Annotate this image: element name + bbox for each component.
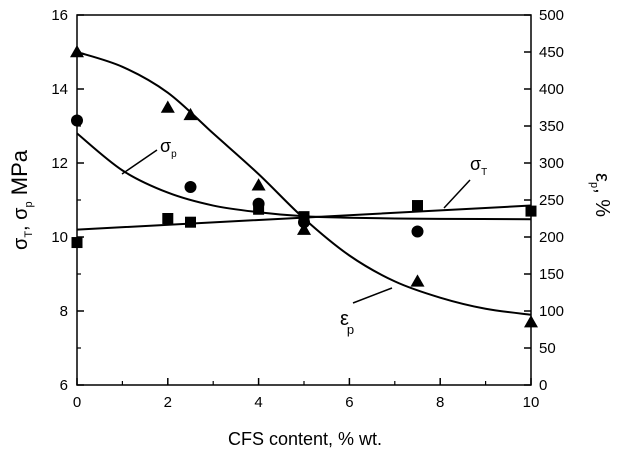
label-sigma-t-main: σ: [470, 154, 481, 174]
label-sigma-t-leader: [443, 179, 471, 209]
marker-sigma_T: [162, 213, 174, 224]
fit-curves: [76, 51, 532, 316]
marker-epsilon_p: [524, 315, 538, 328]
y-right-tick-label: 300: [539, 155, 564, 172]
label-sigma-t-sub: T: [481, 167, 487, 178]
label-epsilon-p: εp: [340, 308, 354, 337]
y-left-tick-label: 16: [51, 7, 68, 24]
marker-epsilon_p: [183, 107, 198, 121]
y-axis-right: 0 50 100 150 200 250 300 350 400 450 500: [524, 7, 564, 394]
marker-sigma_T: [525, 205, 537, 217]
label-epsilon-p-main: ε: [340, 308, 349, 330]
marker-epsilon_p: [251, 178, 266, 191]
y-left-sub-p: p: [23, 201, 35, 207]
marker-sigma_p: [411, 225, 424, 238]
label-epsilon-p-sub: p: [347, 322, 354, 337]
y-right-tick-label: 500: [539, 7, 564, 24]
y-right-tick-label: 450: [539, 44, 564, 61]
label-sigma-t-group: σT: [443, 154, 487, 209]
x-tick-label: 0: [73, 394, 81, 411]
marker-sigma_T: [185, 216, 196, 228]
x-axis-title: CFS content, % wt.: [228, 429, 382, 449]
y-right-tick-label: 50: [539, 340, 556, 357]
y-left-tick-label: 6: [60, 377, 68, 394]
y-left-unit: MPa: [7, 149, 32, 201]
y-axis-left-title: σT, σp MPa: [7, 149, 35, 250]
plot-area-border: [76, 14, 532, 386]
marker-epsilon_p: [410, 274, 425, 287]
y-right-tick-label: 250: [539, 192, 564, 209]
x-tick-label: 10: [523, 394, 540, 411]
marker-sigma_T: [412, 200, 423, 212]
marker-sigma_T: [71, 237, 83, 249]
marker-epsilon_p: [160, 100, 175, 113]
y-left-tick-label: 12: [51, 155, 68, 172]
y-right-tick-label: 200: [539, 229, 564, 246]
x-tick-label: 2: [164, 394, 172, 411]
label-epsilon-p-leader: [352, 287, 393, 304]
y-left-tick-label: 10: [51, 229, 68, 246]
marker-epsilon_p: [297, 222, 311, 235]
y-axis-left: 6 8 10 12 14 16: [51, 7, 84, 394]
label-epsilon-p-group: εp: [340, 287, 393, 337]
x-tick-label: 4: [254, 394, 262, 411]
label-sigma-t: σT: [470, 154, 487, 178]
x-tick-label: 6: [345, 394, 353, 411]
marker-sigma_p: [71, 114, 83, 127]
data-markers: [70, 45, 538, 328]
marker-epsilon_p: [70, 45, 84, 58]
y-right-tick-label: 100: [539, 303, 564, 320]
plot-frame: [76, 14, 532, 386]
label-sigma-p-sub: p: [171, 149, 177, 160]
y-right-sub-p: p: [588, 182, 600, 188]
marker-sigma_p: [184, 181, 197, 194]
y-axis-right-title: εp, %: [588, 173, 613, 217]
y-left-sub-t: T: [23, 231, 35, 238]
marker-sigma_p: [252, 197, 265, 210]
label-sigma-p: σp: [160, 136, 177, 160]
x-axis: 0 2 4 6 8 10: [73, 378, 540, 411]
y-right-epsilon: ε: [591, 173, 613, 182]
fit-curve-sigma_p: [76, 132, 532, 221]
y-right-tick-label: 150: [539, 266, 564, 283]
y-left-tick-label: 14: [51, 81, 68, 98]
y-right-unit: , %: [591, 188, 613, 217]
y-right-tick-label: 0: [539, 377, 547, 394]
y-right-tick-label: 350: [539, 118, 564, 135]
label-sigma-p-group: σp: [121, 136, 177, 175]
y-left-sigma-p: , σ: [10, 207, 32, 231]
marker-sigma_p: [298, 216, 310, 229]
x-tick-label: 8: [436, 394, 444, 411]
label-sigma-p-main: σ: [160, 136, 171, 156]
y-left-sigma: σ: [10, 237, 32, 250]
y-left-tick-label: 8: [60, 303, 68, 320]
y-right-tick-label: 400: [539, 81, 564, 98]
label-sigma-p-leader: [121, 149, 158, 175]
